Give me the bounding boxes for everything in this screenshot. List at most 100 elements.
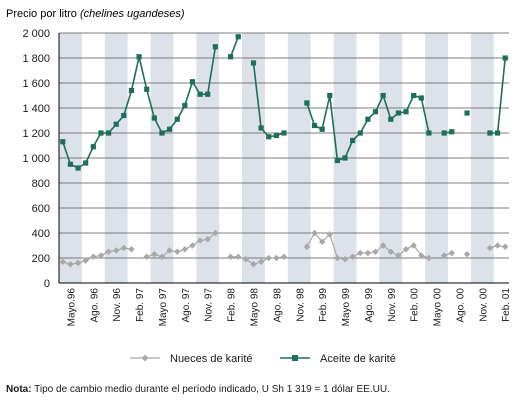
data-point (113, 121, 119, 127)
x-tick-label: Feb. 98 (227, 288, 238, 322)
data-point (67, 161, 74, 167)
data-point (281, 130, 287, 136)
data-point (105, 130, 112, 136)
data-point (334, 157, 340, 164)
y-tick-label: 1 600 (22, 78, 50, 90)
data-point (372, 248, 379, 255)
data-point (105, 248, 112, 255)
data-point (402, 246, 410, 253)
data-point (159, 130, 165, 136)
data-point (341, 256, 349, 263)
data-point (486, 244, 494, 252)
data-point (258, 125, 264, 131)
data-point (303, 243, 311, 250)
data-point (151, 115, 157, 121)
data-point (212, 229, 219, 237)
data-point (113, 247, 120, 254)
x-tick-label: Nov. 98 (295, 288, 306, 322)
data-point (166, 126, 173, 132)
y-tick-label: 400 (32, 228, 50, 240)
data-point (196, 237, 204, 244)
y-tick-label: 2 000 (22, 28, 50, 40)
data-point (174, 116, 180, 122)
data-point (158, 253, 166, 260)
data-point (250, 60, 257, 66)
footnote-text: Tipo de cambio medio durante el período … (31, 384, 390, 395)
legend: Nueces de karité Aceite de karité (130, 353, 396, 365)
data-point (98, 130, 104, 136)
data-point (136, 54, 142, 60)
data-point (257, 258, 265, 265)
x-tick-label: Mayo.96 (66, 288, 77, 327)
series-nueces-de-karite (59, 229, 509, 268)
x-tick-labels: Mayo.96 Ago. 96 Nov. 96 Feb. 97 Mayo 97 Ago. … (66, 288, 512, 327)
footnote-label: Nota: (6, 384, 32, 395)
y-tick-label: 0 (44, 278, 50, 290)
data-point (395, 110, 402, 116)
data-point (242, 256, 250, 263)
x-tick-label: Ago. 00 (455, 288, 466, 323)
data-point (387, 248, 394, 255)
y-tick-label: 200 (32, 253, 50, 265)
data-point (90, 144, 96, 150)
y-tick-label: 1 000 (22, 153, 50, 165)
data-point (449, 129, 455, 135)
data-point (418, 252, 425, 259)
data-point (357, 249, 364, 257)
data-point (494, 130, 501, 136)
data-point (349, 253, 356, 260)
data-point (250, 261, 257, 268)
x-tick-label: Mayo 99 (341, 288, 352, 327)
x-tick-label: Nov. 00 (478, 288, 489, 322)
y-tick-label: 1 400 (22, 103, 50, 115)
y-tick-label: 800 (32, 178, 50, 190)
x-tick-label: Ago. 99 (364, 288, 375, 323)
data-point (326, 231, 333, 238)
data-point (464, 110, 470, 116)
x-tick-label: Feb. 00 (410, 288, 421, 322)
data-point (74, 259, 82, 267)
data-point (82, 257, 89, 264)
data-point (120, 244, 128, 252)
x-tick-label: Mayo 97 (158, 288, 169, 327)
data-point (205, 91, 211, 97)
series-aceite-de-karite (60, 34, 508, 171)
data-point (128, 246, 135, 253)
data-point (273, 254, 280, 262)
data-point (372, 109, 379, 115)
x-tick-label: Nov. 99 (387, 288, 398, 322)
data-point (174, 248, 181, 255)
data-point (311, 229, 318, 237)
x-tick-label: Ago. 96 (89, 288, 100, 323)
data-point (501, 243, 509, 250)
x-tick-label: Nov. 96 (112, 288, 123, 322)
data-point (411, 92, 417, 99)
x-tick-label: Nov. 97 (204, 288, 215, 322)
data-point (166, 247, 173, 254)
data-point (365, 116, 371, 122)
data-point (67, 261, 74, 268)
data-point (426, 130, 432, 136)
data-point (425, 254, 433, 262)
data-point (189, 242, 196, 249)
data-point (235, 253, 242, 260)
x-tick-label: Ago. 97 (181, 288, 192, 323)
x-tick-label: Feb. 97 (135, 288, 146, 322)
data-point (388, 116, 394, 122)
data-point (380, 92, 386, 99)
data-point (441, 130, 447, 136)
data-point (189, 79, 196, 85)
data-point (59, 258, 67, 265)
data-point (327, 92, 333, 99)
data-point (128, 87, 135, 94)
legend-marker (141, 354, 149, 362)
data-point (212, 44, 218, 50)
y-tick-labels: 0 200 400 600 800 1 000 1 200 1 400 1 600 1 800 2 … (22, 28, 50, 290)
data-point (227, 253, 234, 260)
data-point (319, 126, 325, 132)
data-point (494, 242, 501, 249)
footnote: Nota: Tipo de cambio medio durante el pe… (6, 384, 390, 395)
data-point (121, 112, 127, 119)
data-point (181, 246, 189, 253)
